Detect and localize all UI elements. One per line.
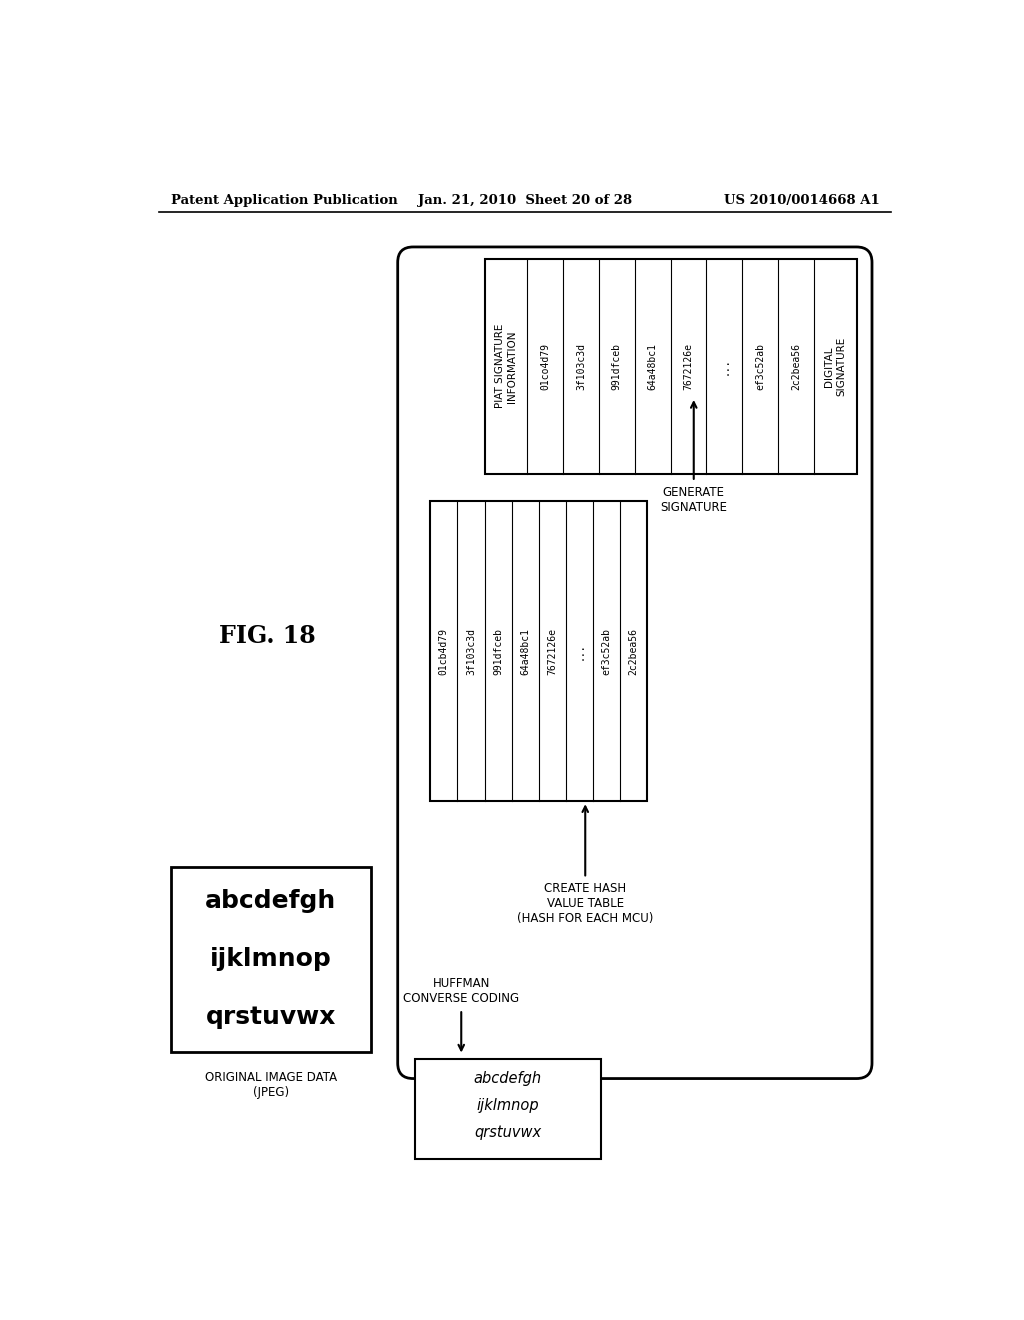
Text: 7672126e: 7672126e <box>547 628 557 675</box>
Text: CREATE HASH
VALUE TABLE
(HASH FOR EACH MCU): CREATE HASH VALUE TABLE (HASH FOR EACH M… <box>517 882 653 925</box>
Text: 3f103c3d: 3f103c3d <box>575 343 586 389</box>
Text: 64a48bc1: 64a48bc1 <box>520 628 530 675</box>
Text: 01cb4d79: 01cb4d79 <box>439 628 449 675</box>
Text: ef3c52ab: ef3c52ab <box>755 343 765 389</box>
Text: ijklmnop: ijklmnop <box>210 948 332 972</box>
Text: 991dfceb: 991dfceb <box>494 628 503 675</box>
Text: 2c2bea56: 2c2bea56 <box>791 343 801 389</box>
Text: ORIGINAL IMAGE DATA
(JPEG): ORIGINAL IMAGE DATA (JPEG) <box>205 1071 337 1098</box>
Text: DIGITAL
SIGNATURE: DIGITAL SIGNATURE <box>824 337 846 396</box>
Text: abcdefgh: abcdefgh <box>205 890 336 913</box>
Bar <box>171 867 371 1052</box>
Text: ef3c52ab: ef3c52ab <box>601 628 611 675</box>
Text: GENERATE
SIGNATURE: GENERATE SIGNATURE <box>660 486 727 513</box>
Text: ...: ... <box>719 358 729 375</box>
Text: abcdefgh: abcdefgh <box>474 1071 542 1086</box>
Text: 3f103c3d: 3f103c3d <box>466 628 476 675</box>
Text: ijklmnop: ijklmnop <box>476 1098 539 1113</box>
Text: 7672126e: 7672126e <box>683 343 693 389</box>
Text: Jan. 21, 2010  Sheet 20 of 28: Jan. 21, 2010 Sheet 20 of 28 <box>418 194 632 207</box>
Bar <box>430 502 647 801</box>
Text: PIAT SIGNATURE
INFORMATION: PIAT SIGNATURE INFORMATION <box>495 325 517 408</box>
Bar <box>415 1059 601 1159</box>
Text: 64a48bc1: 64a48bc1 <box>647 343 657 389</box>
Text: Patent Application Publication: Patent Application Publication <box>171 194 397 207</box>
Text: ...: ... <box>574 643 585 660</box>
Text: HUFFMAN
CONVERSE CODING: HUFFMAN CONVERSE CODING <box>403 977 519 1006</box>
Text: FIG. 18: FIG. 18 <box>219 624 316 648</box>
Bar <box>484 259 856 474</box>
Text: US 2010/0014668 A1: US 2010/0014668 A1 <box>724 194 880 207</box>
Text: qrstuvwx: qrstuvwx <box>206 1005 336 1030</box>
FancyBboxPatch shape <box>397 247 872 1078</box>
Text: qrstuvwx: qrstuvwx <box>474 1125 542 1140</box>
Text: 991dfceb: 991dfceb <box>611 343 622 389</box>
Text: 2c2bea56: 2c2bea56 <box>629 628 639 675</box>
Text: 01co4d79: 01co4d79 <box>540 343 550 389</box>
